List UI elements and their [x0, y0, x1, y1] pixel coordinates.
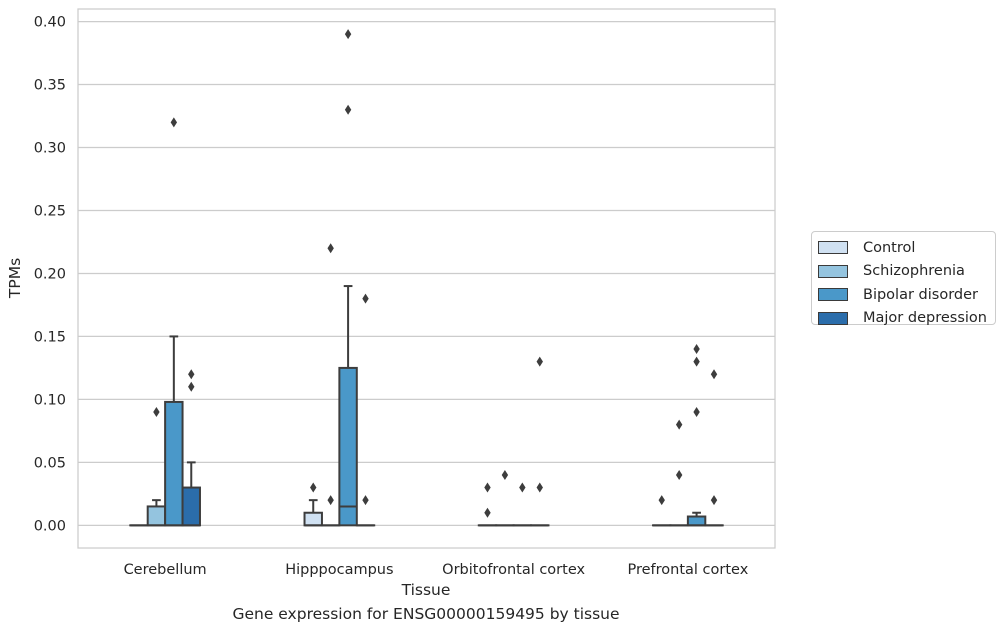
outlier-point — [362, 495, 369, 506]
y-tick-labels: 0.00 0.05 0.10 0.15 0.20 0.25 0.30 0.35 0.40 — [34, 15, 66, 535]
box-series — [129, 29, 724, 527]
outlier-point — [170, 117, 178, 128]
y-tick-label: 0.00 — [34, 518, 66, 534]
box-control-prefrontal-cortex — [652, 495, 672, 527]
category-group-orbitofrontal-cortex — [477, 356, 550, 527]
legend-label-control: Control — [863, 239, 916, 256]
x-tick-label-orbitofrontal-cortex: Orbitofrontal cortex — [442, 562, 585, 578]
x-tick-labels: Cerebellum Hipppocampus Orbitofrontal cort… — [124, 562, 749, 578]
y-tick-label: 0.10 — [34, 392, 66, 408]
outlier-point — [536, 482, 543, 493]
category-group-hipppocampus — [303, 29, 376, 527]
legend-label-bipolar-disorder: Bipolar disorder — [863, 286, 978, 303]
outlier-point — [693, 356, 700, 367]
box-bipolar-disorder-prefrontal-cortex — [686, 344, 707, 527]
figure-caption: Gene expression for ENSG00000159495 by t… — [232, 605, 620, 623]
box-body — [146, 505, 167, 527]
x-tick-label-cerebellum: Cerebellum — [124, 562, 207, 578]
legend-swatch-schizophrenia — [818, 264, 848, 278]
outlier-point — [188, 381, 195, 392]
outlier-point — [188, 369, 195, 380]
box-major-depression-orbitofrontal-cortex — [530, 356, 550, 527]
box-major-depression-hipppocampus — [355, 293, 376, 527]
legend-item-major-depression: Major depression — [818, 307, 995, 331]
outlier-point — [484, 482, 491, 493]
category-group-prefrontal-cortex — [652, 344, 724, 527]
outlier-point — [327, 495, 334, 506]
box-bipolar-disorder-cerebellum — [164, 117, 184, 527]
y-tick-label: 0.25 — [34, 203, 66, 219]
y-tick-label: 0.35 — [34, 78, 66, 94]
y-tick-label: 0.15 — [34, 329, 66, 345]
box-body — [164, 400, 184, 527]
box-schizophrenia-orbitofrontal-cortex — [495, 469, 515, 527]
legend-item-bipolar-disorder: Bipolar disorder — [818, 283, 995, 307]
legend-item-control: Control — [818, 236, 995, 260]
legend-label-major-depression: Major depression — [863, 310, 987, 327]
outlier-point — [362, 293, 369, 304]
box-schizophrenia-hipppocampus — [320, 243, 341, 527]
outlier-point — [310, 482, 317, 493]
outlier-point — [675, 469, 683, 480]
legend-swatch-control — [818, 241, 848, 255]
y-tick-label: 0.05 — [34, 455, 66, 471]
box-control-orbitofrontal-cortex — [477, 482, 498, 527]
x-tick-label-hipppocampus: Hipppocampus — [285, 562, 393, 578]
box-body — [338, 366, 358, 527]
box-body — [303, 511, 323, 527]
box-body — [686, 515, 707, 527]
outlier-point — [693, 406, 700, 417]
legend: Control Schizophrenia Bipolar disorder M… — [811, 231, 996, 326]
category-group-cerebellum — [129, 117, 201, 527]
outlier-point — [710, 495, 718, 506]
outlier-point — [675, 419, 683, 430]
legend-swatch-bipolar-disorder — [818, 288, 848, 302]
outlier-point — [658, 495, 665, 506]
legend-item-schizophrenia: Schizophrenia — [818, 260, 995, 284]
outlier-point — [501, 469, 509, 480]
box-bipolar-disorder-orbitofrontal-cortex — [512, 482, 533, 527]
y-tick-label: 0.20 — [34, 266, 66, 282]
y-tick-label: 0.40 — [34, 15, 66, 31]
y-axis-label: TPMs — [6, 258, 24, 299]
outlier-point — [327, 243, 334, 254]
plot-area-frame — [77, 8, 776, 549]
outlier-point — [484, 507, 491, 518]
box-bipolar-disorder-hipppocampus — [338, 29, 358, 527]
outlier-point — [710, 369, 718, 380]
outlier-point — [153, 406, 160, 417]
box-schizophrenia-prefrontal-cortex — [669, 419, 689, 527]
box-control-hipppocampus — [303, 482, 323, 527]
legend-label-schizophrenia: Schizophrenia — [863, 263, 965, 280]
outlier-point — [344, 104, 352, 115]
legend-swatch-major-depression — [818, 311, 848, 325]
y-tick-label: 0.30 — [34, 141, 66, 157]
outlier-point — [519, 482, 526, 493]
outlier-point — [693, 344, 700, 355]
outlier-point — [344, 29, 352, 40]
x-tick-label-prefrontal-cortex: Prefrontal cortex — [627, 562, 748, 578]
box-schizophrenia-cerebellum — [146, 406, 167, 527]
box-major-depression-cerebellum — [181, 369, 201, 527]
box-body — [181, 486, 201, 527]
outlier-point — [536, 356, 543, 367]
box-major-depression-prefrontal-cortex — [704, 369, 724, 527]
x-axis-label: Tissue — [401, 581, 451, 599]
